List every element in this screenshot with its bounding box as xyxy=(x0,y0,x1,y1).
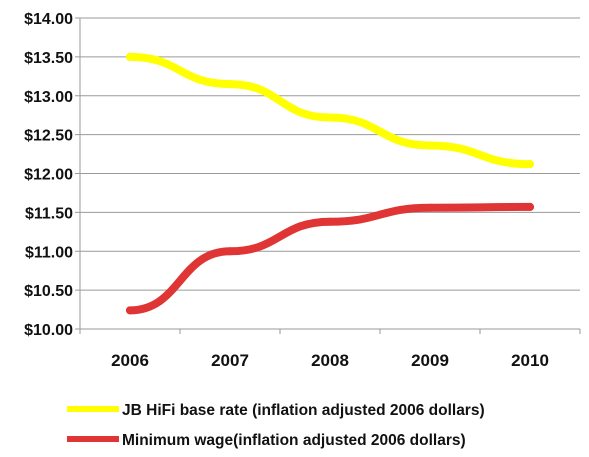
x-axis-tick-label: 2009 xyxy=(411,351,449,370)
x-axis-tick-label: 2006 xyxy=(111,351,149,370)
data-point xyxy=(126,306,134,315)
data-point xyxy=(326,217,334,226)
series-line-1 xyxy=(126,202,534,315)
y-axis-tick-label: $11.00 xyxy=(25,244,73,261)
legend-label: Minimum wage(inflation adjusted 2006 dol… xyxy=(122,432,466,449)
data-point xyxy=(226,80,234,89)
legend-label: JB HiFi base rate (inflation adjusted 20… xyxy=(122,402,485,419)
data-point xyxy=(426,141,434,150)
y-axis-tick-labels: $10.00 $10.50 $11.00 $11.50 $12.00 $12.50 $13.… xyxy=(24,11,73,339)
y-axis-tick-label: $14.00 xyxy=(24,11,73,28)
y-axis-tick-label: $10.00 xyxy=(24,322,73,339)
y-axis-tick-label: $13.50 xyxy=(24,50,73,67)
series-line-0 xyxy=(126,52,534,169)
y-axis-tick-label: $12.50 xyxy=(24,128,73,145)
gridlines xyxy=(80,17,580,291)
axes xyxy=(75,17,581,334)
data-point xyxy=(126,52,134,61)
data-point xyxy=(526,160,534,169)
x-axis-tick-labels: 2006 2007 2008 2009 2010 xyxy=(111,351,549,370)
y-axis-tick-label: $10.50 xyxy=(24,283,73,300)
data-point xyxy=(226,247,234,256)
x-axis-tick-label: 2008 xyxy=(311,351,349,370)
data-point xyxy=(426,203,434,212)
x-axis-tick-label: 2007 xyxy=(211,351,249,370)
x-axis-tick-label: 2010 xyxy=(511,351,549,370)
data-series xyxy=(126,52,534,315)
y-axis-tick-label: $13.00 xyxy=(24,89,73,106)
y-axis-tick-label: $12.00 xyxy=(24,167,73,184)
data-point xyxy=(526,202,534,211)
y-axis-tick-label: $11.50 xyxy=(25,205,73,222)
data-point xyxy=(326,113,334,122)
legend: JB HiFi base rate (inflation adjusted 20… xyxy=(67,402,485,449)
